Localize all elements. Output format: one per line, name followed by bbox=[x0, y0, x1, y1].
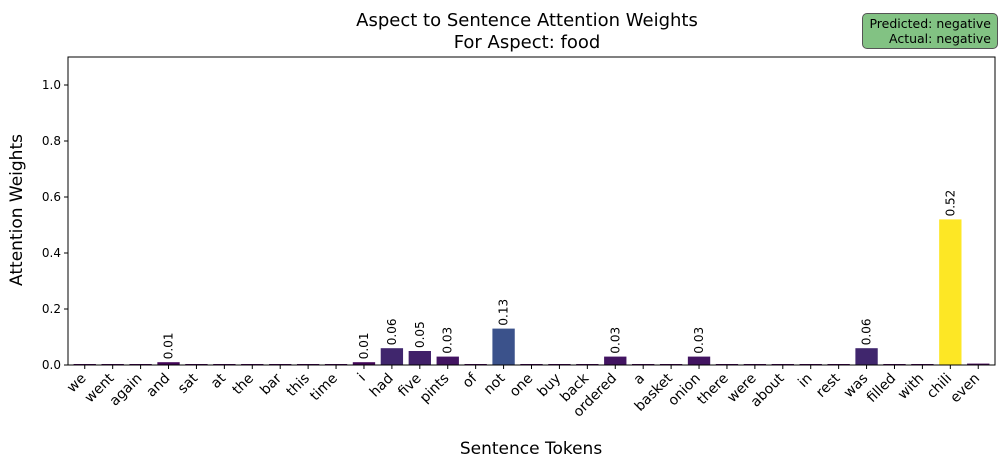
predicted-label: Predicted: negative bbox=[869, 16, 991, 31]
data-label-five: 0.05 bbox=[413, 321, 427, 348]
data-label-and: 0.01 bbox=[162, 332, 176, 359]
x-tick-label-a: a bbox=[631, 371, 648, 388]
x-tick-label-rest: rest bbox=[813, 370, 844, 401]
bar-chili bbox=[939, 219, 962, 365]
bar-ordered bbox=[604, 356, 627, 365]
data-label-pints: 0.03 bbox=[441, 327, 455, 354]
x-tick-label-time: time bbox=[307, 371, 341, 405]
data-label-i: 0.01 bbox=[357, 332, 371, 359]
data-label-had: 0.06 bbox=[385, 318, 399, 345]
x-tick-label-pints: pints bbox=[417, 371, 453, 407]
x-tick-label-bar: bar bbox=[257, 370, 285, 398]
bar-not bbox=[492, 328, 515, 365]
x-tick-label-at: at bbox=[208, 370, 230, 392]
y-tick-label: 0.4 bbox=[42, 246, 61, 260]
chart-title-line-1: Aspect to Sentence Attention Weights bbox=[356, 10, 698, 31]
chart-title-line-2: For Aspect: food bbox=[454, 32, 601, 53]
bar-pints bbox=[436, 356, 459, 365]
data-label-chili: 0.52 bbox=[943, 190, 957, 217]
plot-frame bbox=[67, 56, 996, 366]
x-axis-label: Sentence Tokens bbox=[460, 439, 603, 459]
x-tick-label-even: even bbox=[947, 371, 983, 407]
x-tick-label-i: i bbox=[355, 371, 369, 385]
plot-area: 0.01 0.01 0.06 0.05 0.03 0.13 0.03 0.03 0.06 0.52… bbox=[42, 56, 996, 420]
y-tick-label: 0.0 bbox=[42, 358, 61, 372]
y-tick-label: 0.2 bbox=[42, 302, 61, 316]
x-tick-label-not: not bbox=[481, 370, 509, 398]
bar-even bbox=[967, 363, 990, 365]
bar-had bbox=[380, 348, 404, 365]
y-tick-label: 0.6 bbox=[42, 190, 61, 204]
x-tick-label-filled: filled bbox=[864, 371, 899, 406]
x-tick-label-again: again bbox=[107, 371, 146, 410]
x-tick-label-sat: sat bbox=[175, 370, 202, 397]
x-tick-label-onion: onion bbox=[665, 371, 704, 410]
y-tick-label: 0.8 bbox=[42, 134, 61, 148]
data-label-onion: 0.03 bbox=[692, 327, 706, 354]
x-tick-label-the: the bbox=[230, 371, 258, 399]
x-tick-label-had: had bbox=[367, 371, 397, 401]
data-label-ordered: 0.03 bbox=[608, 327, 622, 354]
y-tick-label: 1.0 bbox=[42, 78, 61, 92]
y-axis-label: Attention Weights bbox=[7, 134, 27, 286]
bar-i bbox=[352, 362, 376, 365]
x-tick-label-there: there bbox=[694, 371, 732, 409]
data-label-not: 0.13 bbox=[497, 299, 511, 326]
x-tick-label-of: of bbox=[460, 370, 482, 392]
data-label-was: 0.06 bbox=[860, 318, 874, 345]
x-tick-label-in: in bbox=[795, 371, 815, 391]
prediction-badge: Predicted: negative Actual: negative bbox=[862, 13, 998, 49]
bar-and bbox=[157, 362, 180, 365]
bar-was bbox=[855, 348, 878, 365]
x-tick-label-one: one bbox=[507, 371, 537, 401]
bar-five bbox=[408, 351, 431, 365]
actual-label: Actual: negative bbox=[888, 31, 991, 46]
x-tick-label-with: with bbox=[895, 371, 927, 403]
x-tick-label-and: and bbox=[143, 371, 173, 401]
bar-onion bbox=[687, 356, 711, 365]
